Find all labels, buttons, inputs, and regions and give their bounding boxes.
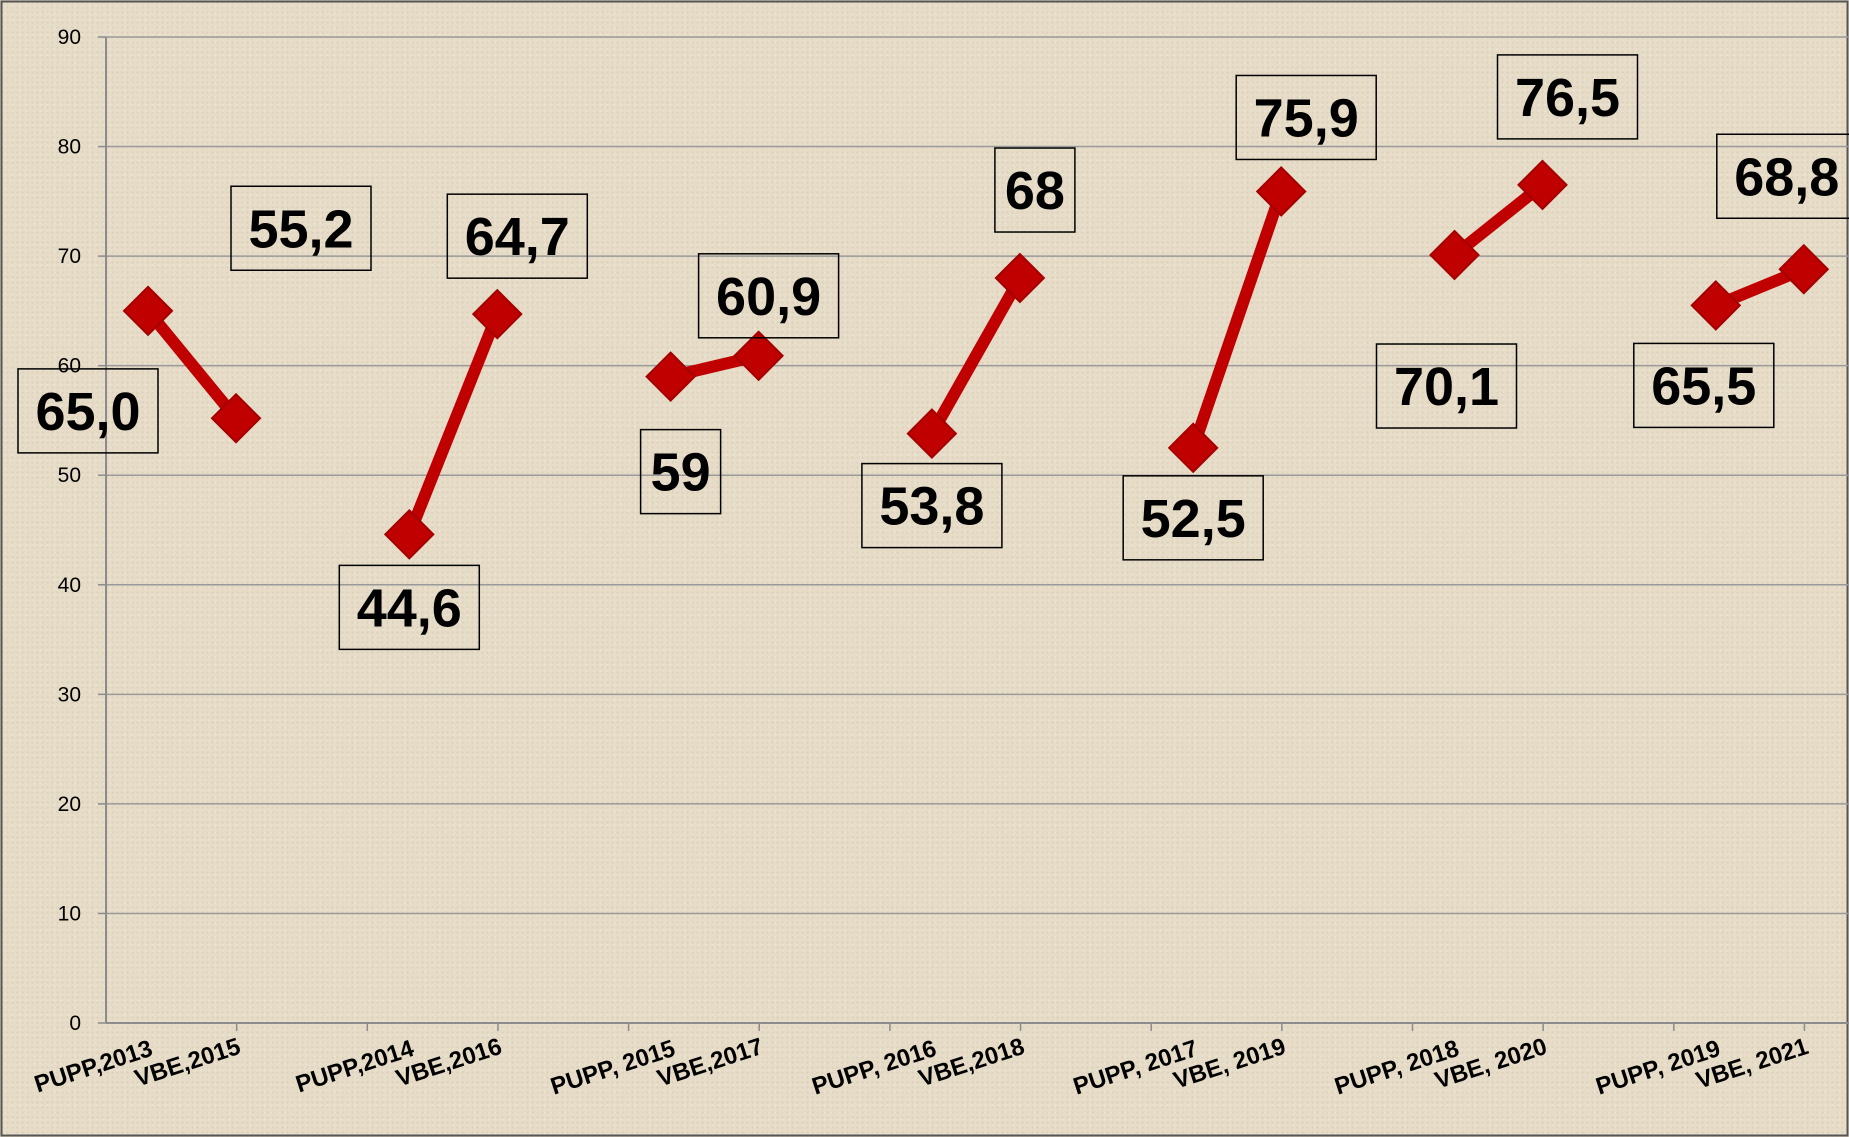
y-tick-label: 70 xyxy=(58,245,81,268)
y-tick-label: 10 xyxy=(58,902,81,925)
data-point-marker xyxy=(1429,229,1480,281)
data-point-marker xyxy=(1167,422,1219,474)
series-line xyxy=(925,272,1026,440)
data-label: 44,6 xyxy=(357,578,462,638)
data-label: 64,7 xyxy=(465,207,570,267)
y-tick-label: 80 xyxy=(58,136,81,159)
data-label-box xyxy=(1122,475,1264,561)
y-tick-label: 20 xyxy=(58,793,81,816)
data-label-box xyxy=(994,147,1076,233)
data-label-box xyxy=(230,185,372,272)
data-point-marker xyxy=(122,285,174,337)
data-label: 68,8 xyxy=(1734,147,1839,207)
series-line xyxy=(1187,185,1288,454)
data-label: 76,5 xyxy=(1515,68,1620,128)
data-point-marker xyxy=(1255,166,1307,217)
y-tick-label: 30 xyxy=(58,683,81,706)
data-label: 68 xyxy=(1005,161,1065,221)
data-label: 60,9 xyxy=(716,267,821,327)
data-label-box xyxy=(446,193,589,279)
data-label: 65,0 xyxy=(35,382,140,442)
data-label-box xyxy=(1375,343,1518,429)
data-label: 70,1 xyxy=(1394,357,1499,417)
data-point-marker xyxy=(645,351,697,403)
y-tick-label: 90 xyxy=(58,26,81,49)
series-line xyxy=(1448,178,1549,262)
data-label: 53,8 xyxy=(879,477,984,537)
data-label-box xyxy=(1633,342,1775,429)
data-point-marker xyxy=(383,508,435,560)
data-label: 55,2 xyxy=(248,199,353,259)
data-point-marker xyxy=(471,288,523,340)
y-tick-label: 60 xyxy=(58,355,81,378)
data-label-box xyxy=(697,253,840,339)
data-label-box xyxy=(1716,133,1849,220)
data-label: 65,5 xyxy=(1651,356,1756,416)
data-point-marker xyxy=(733,330,785,382)
data-point-marker xyxy=(994,252,1046,304)
series-line xyxy=(142,304,242,425)
data-label: 75,9 xyxy=(1254,88,1359,148)
data-label-box xyxy=(861,462,1003,549)
data-label-box xyxy=(17,368,159,454)
data-label-box xyxy=(338,564,481,651)
data-point-marker xyxy=(1517,159,1568,211)
data-label: 52,5 xyxy=(1141,489,1246,549)
y-tick-label: 50 xyxy=(58,464,81,487)
data-point-marker xyxy=(1690,279,1742,331)
data-label-box xyxy=(1235,74,1377,161)
data-label: 59 xyxy=(651,443,711,503)
data-point-marker xyxy=(210,392,262,444)
data-label-box xyxy=(1496,54,1639,140)
data-label-box xyxy=(639,428,722,515)
y-tick-label: 40 xyxy=(58,574,81,597)
y-tick-label: 0 xyxy=(69,1012,81,1035)
series-line xyxy=(403,308,504,541)
data-point-marker xyxy=(1778,243,1830,295)
data-point-marker xyxy=(906,408,958,460)
